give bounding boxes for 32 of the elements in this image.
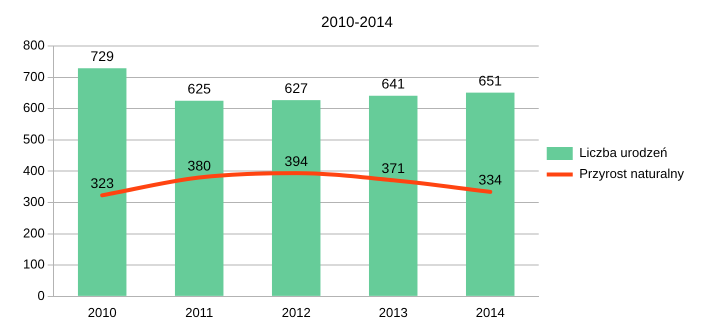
bar	[368, 96, 418, 296]
data-label: 371	[382, 160, 406, 176]
data-label: 323	[90, 175, 114, 192]
data-label: 334	[478, 172, 502, 188]
bar	[78, 68, 126, 296]
data-label: 729	[90, 48, 114, 64]
bar	[272, 100, 320, 296]
y-tick-label: 700	[22, 68, 45, 84]
bar	[174, 100, 224, 296]
x-tick-label: 2010	[88, 304, 117, 320]
legend-label: Liczba urodzeń	[579, 145, 668, 160]
data-label: 625	[188, 80, 212, 97]
data-label: 641	[382, 76, 406, 92]
y-tick-label: 400	[22, 162, 45, 178]
x-tick-label: 2012	[282, 304, 311, 320]
data-label: 651	[478, 72, 502, 88]
y-tick-label: 100	[22, 256, 45, 272]
data-label: 394	[284, 152, 308, 169]
y-tick-label: 500	[22, 131, 45, 146]
chart-title: 2010-2014	[321, 14, 393, 32]
data-label: 627	[284, 80, 308, 96]
y-tick-label: 0	[37, 288, 45, 303]
bar	[466, 92, 514, 296]
legend-label: Przyrost naturalny	[579, 166, 684, 182]
y-tick-label: 600	[22, 100, 45, 116]
y-tick-label: 800	[22, 38, 45, 53]
x-tick-label: 2013	[378, 304, 408, 320]
x-tick-label: 2014	[476, 304, 505, 320]
data-label: 380	[188, 157, 212, 174]
y-tick-label: 300	[22, 194, 45, 210]
y-tick-label: 200	[22, 225, 45, 240]
x-tick-label: 2011	[185, 304, 214, 320]
